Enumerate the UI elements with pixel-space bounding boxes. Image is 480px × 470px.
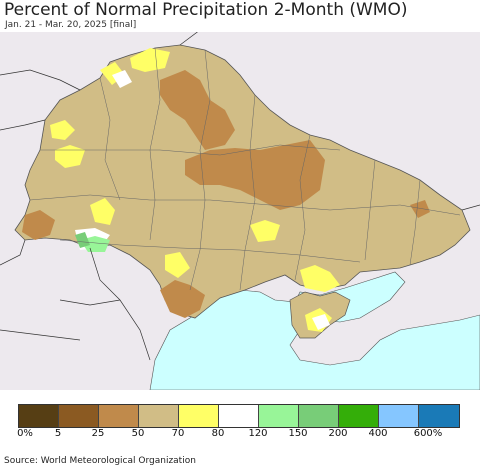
legend-tick-label: 200: [328, 428, 348, 439]
country-borders: [0, 32, 480, 361]
yellow-zone-southwest: [165, 252, 190, 278]
yellow-zone-center: [250, 220, 280, 242]
wet-zone-west2: [75, 232, 90, 248]
dry-zone-ne: [410, 200, 430, 218]
legend-tick-label: 150: [288, 428, 308, 439]
legend-tick-label: 25: [91, 428, 105, 439]
legend-tick-label: 50: [131, 428, 145, 439]
legend-swatch: [419, 405, 459, 427]
legend-tick-label: 600%: [413, 428, 443, 439]
yellow-zone-south: [300, 265, 340, 292]
yellow-zone-nw: [55, 145, 85, 168]
legend-tick-label: 80: [211, 428, 225, 439]
dry-zone-north: [160, 70, 235, 150]
dry-zone-west: [22, 210, 55, 240]
legend-swatch: [59, 405, 99, 427]
oblast-boundaries: [29, 47, 461, 291]
legend-tick-label: 5: [54, 428, 62, 439]
dry-zone-east: [185, 140, 325, 210]
yellow-zone-north: [130, 48, 170, 72]
normal-zone-crimea: [312, 314, 330, 330]
dry-zone-southwest: [160, 280, 205, 318]
legend-swatch: [139, 405, 179, 427]
legend-swatch: [259, 405, 299, 427]
map-subtitle: Jan. 21 - Mar. 20, 2025 [final]: [5, 20, 137, 30]
legend-tick-label: 70: [171, 428, 185, 439]
legend-swatch: [299, 405, 339, 427]
map-title: Percent of Normal Precipitation 2-Month …: [4, 0, 408, 20]
precipitation-map: [0, 32, 480, 390]
source-credit: Source: World Meteorological Organizatio…: [4, 456, 196, 466]
normal-zone-north: [112, 70, 132, 88]
legend-swatch: [339, 405, 379, 427]
legend-color-bar: [18, 404, 460, 428]
legend-tick-label: 0%: [17, 428, 33, 439]
yellow-zone-nw2: [50, 120, 75, 140]
legend-tick-label: 120: [248, 428, 268, 439]
legend-tick-label: 400: [368, 428, 388, 439]
legend-swatch: [99, 405, 139, 427]
legend-swatch: [179, 405, 219, 427]
yellow-zone-west: [90, 198, 115, 225]
legend-swatch: [219, 405, 259, 427]
legend-swatch: [379, 405, 419, 427]
legend-swatch: [19, 405, 59, 427]
